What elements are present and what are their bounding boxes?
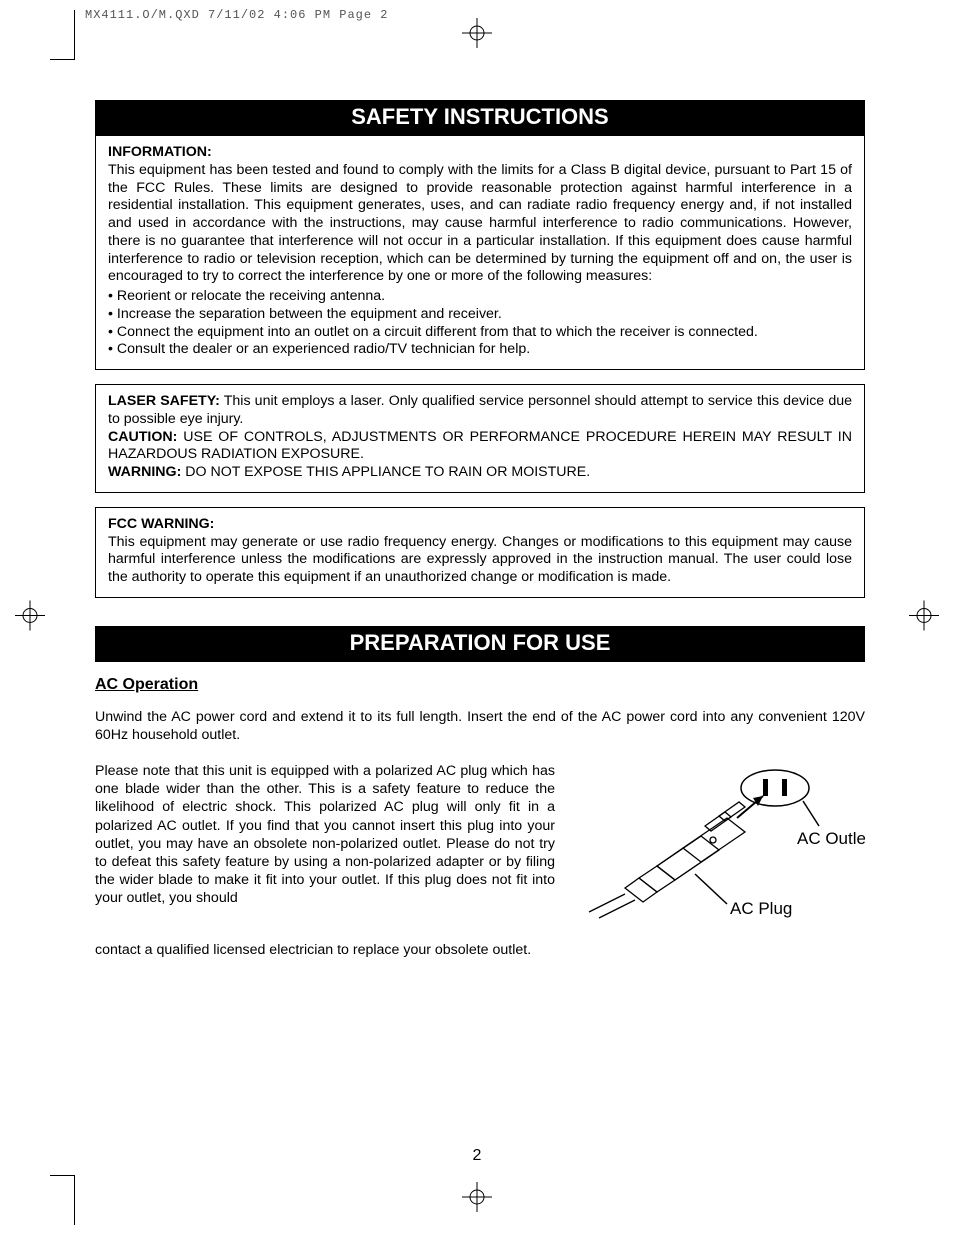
ac-operation-para1: Unwind the AC power cord and extend it t…	[95, 708, 865, 744]
ac-plug-diagram: AC Outlet	[585, 762, 865, 941]
crop-mark-bottom-left	[50, 1175, 75, 1225]
ac-operation-para2: Please note that this unit is equipped w…	[95, 762, 555, 907]
information-label: INFORMATION:	[108, 144, 212, 160]
ac-operation-heading: AC Operation	[95, 676, 865, 694]
information-box: INFORMATION: This equipment has been tes…	[95, 136, 865, 370]
list-item: Connect the equipment into an outlet on …	[108, 324, 852, 342]
laser-safety-label: LASER SAFETY:	[108, 393, 220, 409]
registration-mark-right	[909, 600, 939, 635]
warning-label: WARNING:	[108, 464, 181, 480]
page-content: SAFETY INSTRUCTIONS INFORMATION: This eq…	[95, 100, 865, 959]
fcc-warning-text: This equipment may generate or use radio…	[108, 534, 852, 587]
laser-safety-box: LASER SAFETY: This unit employs a laser.…	[95, 384, 865, 493]
list-item: Consult the dealer or an experienced rad…	[108, 341, 852, 359]
list-item: Reorient or relocate the receiving anten…	[108, 288, 852, 306]
fcc-warning-box: FCC WARNING: This equipment may generate…	[95, 507, 865, 598]
registration-mark-bottom	[462, 1182, 492, 1217]
registration-mark-left	[15, 600, 45, 635]
measures-list: Reorient or relocate the receiving anten…	[108, 288, 852, 359]
fcc-warning-label: FCC WARNING:	[108, 516, 214, 532]
section-header-safety: SAFETY INSTRUCTIONS	[95, 100, 865, 136]
ac-outlet-label: AC Outlet	[797, 829, 865, 848]
information-text: This equipment has been tested and found…	[108, 162, 852, 286]
ac-operation-para2-tail: contact a qualified licensed electrician…	[95, 941, 865, 959]
print-meta-header: MX4111.O/M.QXD 7/11/02 4:06 PM Page 2	[85, 8, 388, 22]
caution-text: USE OF CONTROLS, ADJUSTMENTS OR PERFORMA…	[108, 429, 852, 463]
warning-text: DO NOT EXPOSE THIS APPLIANCE TO RAIN OR …	[181, 464, 590, 480]
list-item: Increase the separation between the equi…	[108, 306, 852, 324]
registration-mark-top	[462, 18, 492, 53]
ac-plug-label: AC Plug	[730, 899, 792, 918]
page-number: 2	[473, 1147, 482, 1165]
section-header-preparation: PREPARATION FOR USE	[95, 626, 865, 662]
laser-safety-text: This unit employs a laser. Only qualifie…	[108, 393, 852, 427]
crop-mark-top-left	[50, 10, 75, 60]
caution-label: CAUTION:	[108, 429, 177, 445]
